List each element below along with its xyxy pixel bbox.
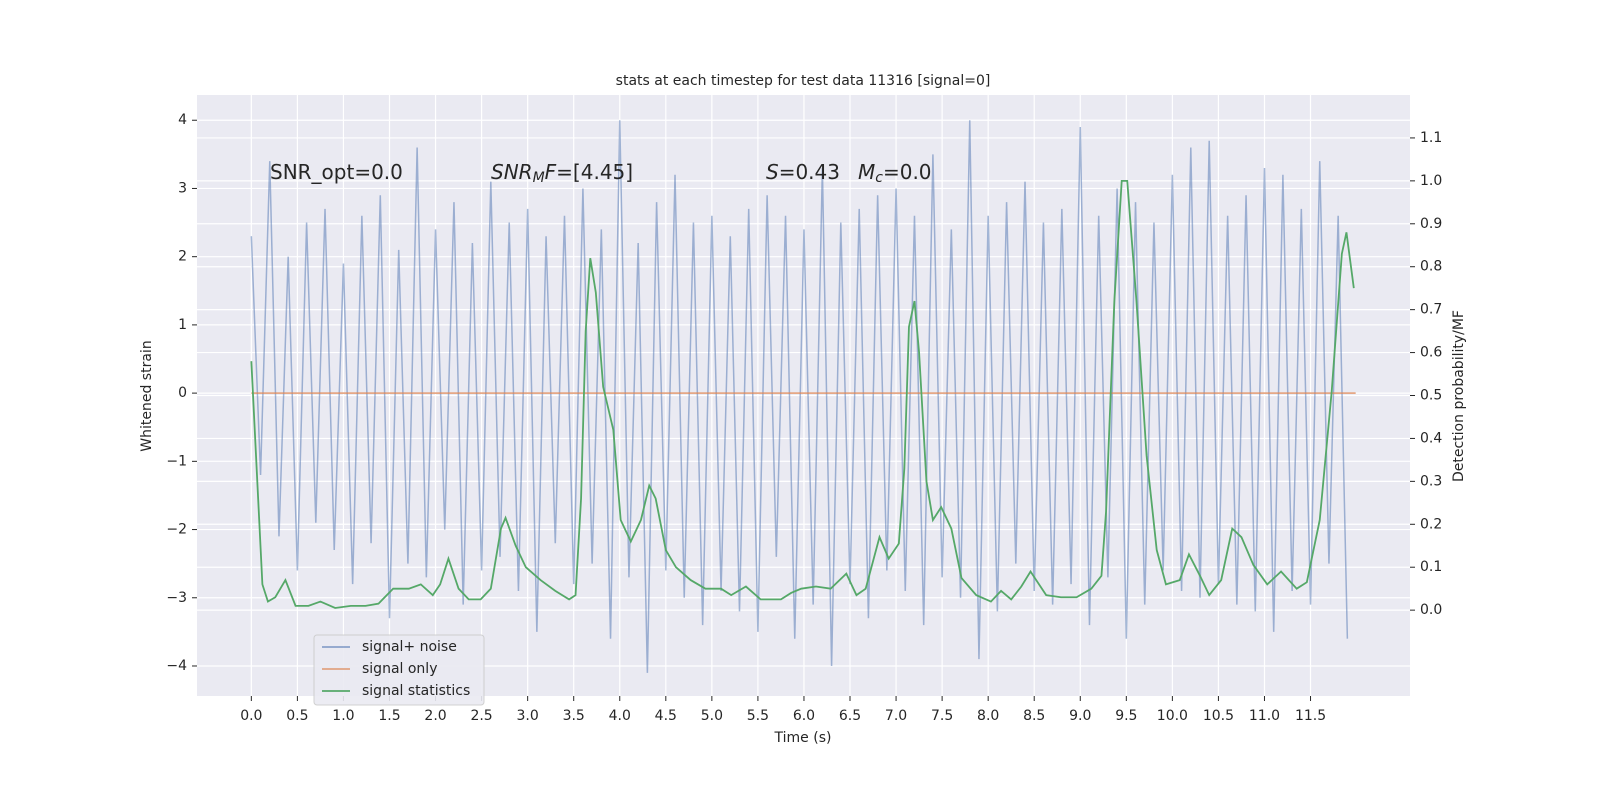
legend-label: signal only — [362, 661, 437, 677]
y2-axis-label: Detection probability/MF — [1451, 310, 1467, 482]
y2-tick-label: 0.5 — [1420, 388, 1442, 404]
legend-label: signal+ noise — [362, 639, 457, 655]
x-tick-label: 1.0 — [332, 708, 354, 724]
y2-tick-label: 1.1 — [1420, 130, 1442, 146]
annotation: SNR_opt=0.0 — [270, 160, 403, 184]
x-tick-label: 7.5 — [931, 708, 953, 724]
y-axis-label: Whitened strain — [139, 340, 155, 451]
y2-tick-label: 0.0 — [1420, 602, 1442, 618]
annotation: Mc=0.0 — [858, 160, 932, 187]
x-tick-label: 8.5 — [1023, 708, 1045, 724]
y-tick-label: 3 — [178, 180, 187, 196]
x-tick-label: 9.5 — [1115, 708, 1137, 724]
x-tick-label: 2.0 — [424, 708, 446, 724]
annotation-part: M — [858, 160, 875, 184]
x-tick-label: 10.5 — [1203, 708, 1234, 724]
y2-tick-label: 0.3 — [1420, 473, 1442, 489]
y2-tick-label: 0.9 — [1420, 216, 1442, 232]
y-tick-label: 4 — [178, 112, 187, 128]
y2-tick-label: 0.7 — [1420, 302, 1442, 318]
legend-label: signal statistics — [362, 683, 470, 699]
x-tick-label: 1.5 — [378, 708, 400, 724]
y2-tick-label: 0.6 — [1420, 345, 1442, 361]
series-line — [250, 120, 1349, 673]
x-tick-label: 2.5 — [470, 708, 492, 724]
y2-tick-label: 0.2 — [1420, 516, 1442, 532]
annotation-part: SNR — [491, 160, 533, 184]
series-line — [250, 179, 1355, 609]
x-tick-label: 0.0 — [240, 708, 262, 724]
x-tick-label: 11.0 — [1249, 708, 1280, 724]
y-tick-label: −1 — [166, 453, 187, 469]
x-tick-label: 9.0 — [1069, 708, 1091, 724]
x-tick-label: 5.5 — [747, 708, 769, 724]
x-tick-label: 3.0 — [517, 708, 539, 724]
x-tick-label: 7.0 — [885, 708, 907, 724]
x-tick-label: 3.5 — [563, 708, 585, 724]
x-tick-label: 6.5 — [839, 708, 861, 724]
annotation-part: =0.0 — [883, 160, 932, 184]
y-tick-label: −3 — [166, 590, 187, 606]
annotation-part: SNR_opt=0.0 — [270, 160, 403, 184]
legend-box — [313, 634, 485, 706]
y2-tick-label: 0.1 — [1420, 559, 1442, 575]
y-tick-label: −2 — [166, 522, 187, 538]
x-tick-label: 5.0 — [701, 708, 723, 724]
x-tick-label: 4.5 — [655, 708, 677, 724]
x-tick-label: 0.5 — [286, 708, 308, 724]
annotation-part: =0.43 — [779, 160, 840, 184]
annotation: SNRMF=[4.45] — [491, 160, 633, 187]
x-tick-label: 6.0 — [793, 708, 815, 724]
y-tick-label: 1 — [178, 317, 187, 333]
x-tick-label: 11.5 — [1295, 708, 1326, 724]
x-tick-label: 8.0 — [977, 708, 999, 724]
annotation-part: c — [875, 170, 883, 186]
y2-tick-label: 0.4 — [1420, 430, 1442, 446]
x-axis-label: Time (s) — [774, 730, 832, 746]
y2-tick-label: 0.8 — [1420, 259, 1442, 275]
y-tick-label: 0 — [178, 385, 187, 401]
annotation-part: S — [766, 160, 779, 184]
y-tick-label: 2 — [178, 249, 187, 265]
annotation-part: M — [533, 170, 545, 186]
x-tick-label: 4.0 — [609, 708, 631, 724]
annotation-part: F — [545, 160, 557, 184]
annotation-part: =[4.45] — [556, 160, 633, 184]
chart-title: stats at each timestep for test data 113… — [616, 73, 991, 89]
annotation: S=0.43 — [766, 160, 840, 184]
y2-tick-label: 1.0 — [1420, 173, 1442, 189]
x-tick-label: 10.0 — [1157, 708, 1188, 724]
y-tick-label: −4 — [166, 658, 187, 674]
